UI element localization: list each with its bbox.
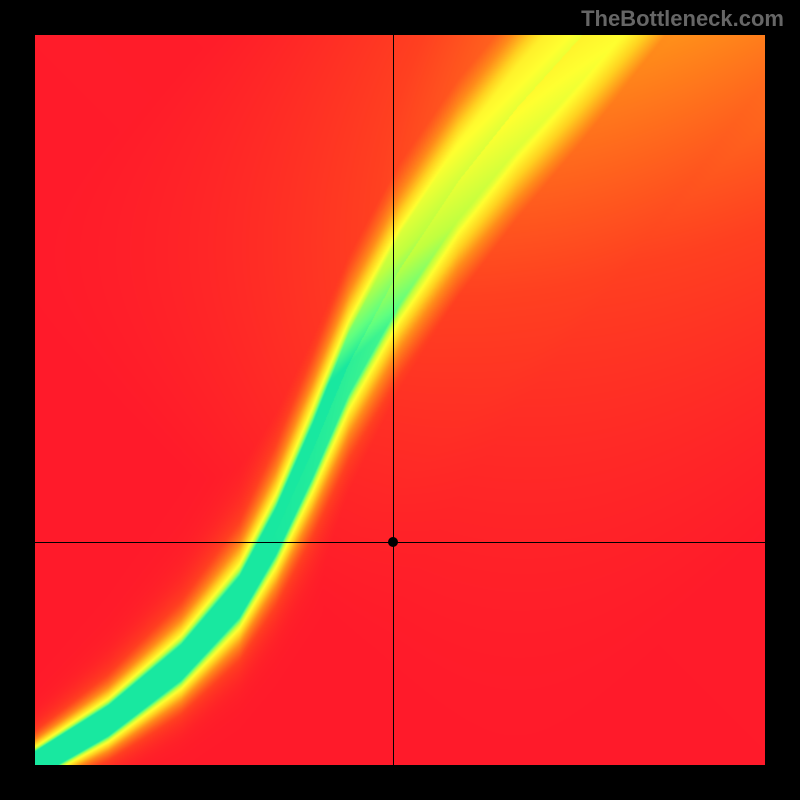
plot-area <box>35 35 765 765</box>
crosshair-marker <box>388 537 398 547</box>
crosshair-vertical <box>393 35 394 765</box>
watermark-text: TheBottleneck.com <box>581 6 784 32</box>
crosshair-horizontal <box>35 542 765 543</box>
heatmap-canvas <box>35 35 765 765</box>
